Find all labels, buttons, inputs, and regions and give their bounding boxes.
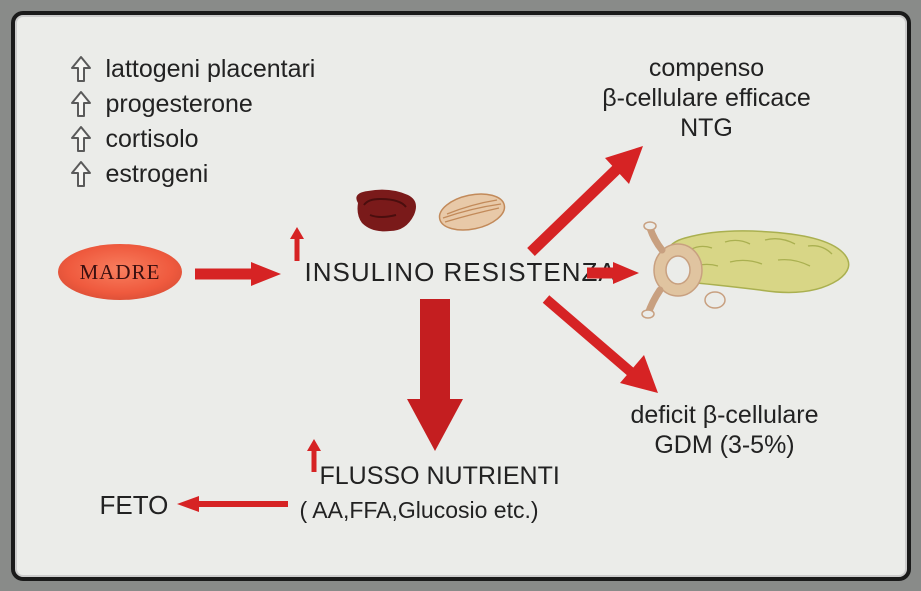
diagram-frame: lattogeni placentari progesterone cortis… [11, 11, 911, 581]
up-arrow-icon [70, 55, 92, 83]
hormone-row: cortisolo [70, 125, 316, 154]
compenso-block: compenso β-cellulare efficace NTG [557, 53, 857, 143]
hormone-row: progesterone [70, 90, 316, 119]
madre-badge: MADRE [55, 242, 185, 302]
muscle-icon [435, 190, 510, 235]
hormone-label: lattogeni placentari [106, 55, 316, 84]
compenso-line3: NTG [557, 113, 857, 143]
liver-icon [350, 185, 422, 237]
hormone-label: cortisolo [106, 125, 199, 154]
arrow-to-compenso [523, 140, 653, 260]
up-arrow-icon [70, 125, 92, 153]
feto-label: FETO [100, 490, 169, 521]
small-up-arrow-icon [287, 225, 307, 261]
arrow-to-flusso [395, 295, 475, 455]
hormone-row: lattogeni placentari [70, 55, 316, 84]
arrow-madre-insulino [193, 259, 283, 289]
compenso-line1: compenso [557, 53, 857, 83]
madre-text: MADRE [79, 260, 160, 284]
arrow-to-feto [175, 493, 290, 515]
hormone-list: lattogeni placentari progesterone cortis… [70, 55, 316, 195]
arrow-to-deficit [540, 293, 670, 403]
hormone-label: progesterone [106, 90, 253, 119]
deficit-line2: GDM (3-5%) [585, 430, 865, 460]
insulino-resistenza-label: INSULINO RESISTENZA [305, 257, 617, 288]
hormone-row: estrogeni [70, 160, 316, 189]
deficit-block: deficit β-cellulare GDM (3-5%) [585, 400, 865, 460]
flusso-sublabel: ( AA,FFA,Glucosio etc.) [300, 497, 539, 524]
arrow-to-pancreas [585, 258, 640, 288]
compenso-line2: β-cellulare efficace [557, 83, 857, 113]
deficit-line1: deficit β-cellulare [585, 400, 865, 430]
up-arrow-icon [70, 160, 92, 188]
up-arrow-icon [70, 90, 92, 118]
hormone-label: estrogeni [106, 160, 209, 189]
flusso-label: FLUSSO NUTRIENTI [320, 462, 560, 491]
